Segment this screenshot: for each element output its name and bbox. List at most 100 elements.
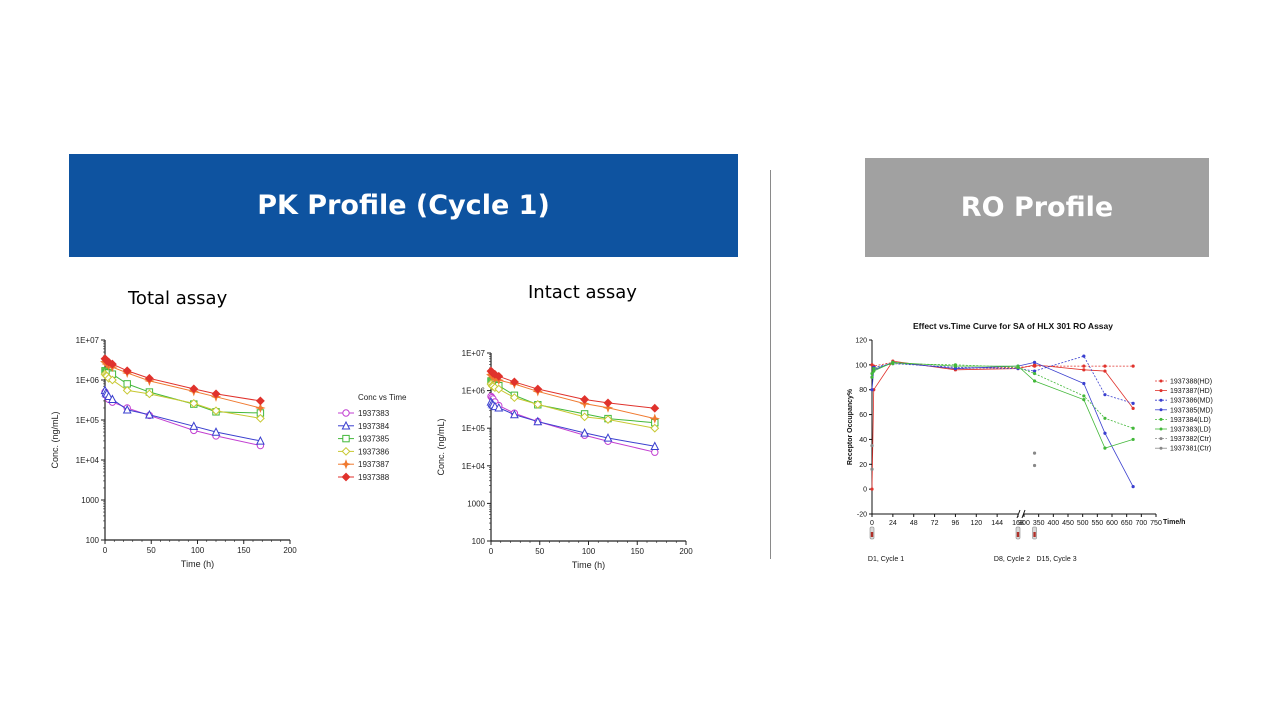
data-point	[580, 428, 590, 437]
x-tick-label: 0	[489, 547, 494, 556]
ro-data-point	[1032, 451, 1037, 455]
data-point	[580, 395, 590, 404]
ro-data-point	[1082, 398, 1086, 402]
x-tick-label: 100	[191, 546, 205, 555]
legend-marker	[1159, 398, 1163, 402]
legend-label-1937385: 1937385	[358, 435, 390, 444]
legend-label-1937384: 1937384	[358, 422, 390, 431]
series-line-1937388	[490, 370, 655, 409]
ro-data-point	[870, 487, 874, 491]
legend-marker	[1159, 437, 1163, 441]
ro-data-point	[1082, 354, 1086, 358]
series-line-1937386	[490, 383, 655, 429]
data-point	[211, 406, 221, 416]
legend-marker	[342, 434, 350, 443]
data-point	[603, 398, 613, 408]
data-point	[211, 389, 221, 399]
x-tick-label: 500	[1077, 520, 1089, 527]
dose-marker-label: D1, Cycle 1	[868, 556, 904, 563]
ro-data-point	[872, 369, 876, 373]
x-tick-label: 100	[582, 547, 596, 556]
data-point	[189, 398, 199, 408]
x-tick-label: 200	[283, 546, 297, 555]
ro-series-line-1937384(LD)	[871, 363, 1134, 429]
data-point	[255, 413, 265, 423]
data-point	[533, 416, 543, 426]
y-tick-label: 40	[859, 437, 867, 444]
legend-marker	[342, 409, 350, 417]
x-tick-label: 750	[1150, 520, 1162, 527]
legend-label-1937381(Ctr): 1937381(Ctr)	[1170, 446, 1211, 453]
data-point	[509, 409, 519, 419]
data-point	[509, 377, 519, 387]
data-point	[107, 394, 117, 403]
legend-label-1937383: 1937383	[358, 409, 390, 418]
x-tick-label: 72	[931, 520, 939, 527]
series-line-1937388	[104, 358, 261, 402]
data-point	[580, 412, 590, 422]
data-point	[603, 415, 613, 424]
legend-marker	[1159, 417, 1163, 421]
x-tick-label: 48	[910, 520, 918, 527]
data-point	[144, 409, 154, 419]
ro-data-point	[953, 364, 958, 368]
x-tick-label: 96	[952, 520, 960, 527]
data-point	[107, 375, 117, 385]
ro-data-point	[1103, 364, 1107, 368]
y-tick-label: 1E+05	[462, 424, 486, 433]
ro-data-point	[1131, 364, 1135, 368]
ro-chart: Effect vs.Time Curve for SA of HLX 301 R…	[847, 321, 1213, 563]
y-tick-label: 1E+06	[462, 387, 486, 396]
x-tick-label: 300	[1018, 520, 1030, 527]
data-point	[533, 384, 543, 394]
data-point	[650, 441, 660, 451]
ro-profile-banner: RO Profile	[865, 158, 1209, 257]
ro-data-point	[1032, 363, 1037, 367]
data-point	[144, 373, 154, 383]
data-point	[122, 366, 132, 376]
legend-marker	[340, 459, 352, 470]
data-point	[107, 359, 117, 369]
y-axis-label: Conc. (ng/mL)	[436, 418, 446, 475]
section-divider	[770, 170, 771, 559]
ro-data-point	[1103, 446, 1107, 450]
syringe-fill	[1016, 532, 1020, 537]
ro-data-point	[1032, 360, 1037, 364]
y-tick-label: 120	[855, 338, 867, 345]
x-tick-label: 200	[679, 547, 693, 556]
legend-marker	[1159, 379, 1163, 383]
ro-data-point	[1032, 371, 1037, 376]
x-tick-label: 50	[535, 547, 544, 556]
ro-data-point	[953, 366, 958, 371]
ro-data-point	[1032, 379, 1037, 383]
data-point	[650, 423, 660, 433]
data-point	[603, 433, 613, 442]
pk-chart-0: 100 1000 1E+04 1E+05 1E+06 1E+07 0 50 100 150 200 T…	[50, 336, 407, 569]
y-tick-label: 80	[859, 387, 867, 394]
data-point	[494, 371, 504, 381]
ro-series-line-1937383(LD)	[871, 361, 1134, 449]
ro-data-point	[872, 366, 876, 371]
ro-data-point	[870, 467, 874, 471]
y-tick-label: 1000	[81, 496, 99, 505]
legend-title: Conc vs Time	[358, 393, 407, 402]
x-tick-label: 650	[1121, 520, 1133, 527]
syringe-fill	[1033, 532, 1036, 537]
ro-data-point	[1131, 401, 1135, 405]
ro-data-point	[1016, 364, 1020, 368]
y-tick-label: 60	[859, 412, 867, 419]
legend-marker	[1159, 408, 1163, 412]
ro-data-point	[1131, 406, 1135, 410]
ro-data-point	[1032, 463, 1037, 468]
y-tick-label: 100	[855, 362, 867, 369]
legend-label-1937384(LD): 1937384(LD)	[1170, 417, 1211, 424]
data-point	[650, 403, 660, 413]
data-point	[494, 384, 504, 394]
data-point	[494, 402, 504, 412]
legend-marker	[1159, 427, 1163, 431]
legend-label-1937387(HD): 1937387(HD)	[1170, 388, 1212, 395]
total-assay-title: Total assay	[128, 288, 228, 309]
data-point	[255, 402, 266, 414]
x-tick-label: 24	[889, 520, 897, 527]
